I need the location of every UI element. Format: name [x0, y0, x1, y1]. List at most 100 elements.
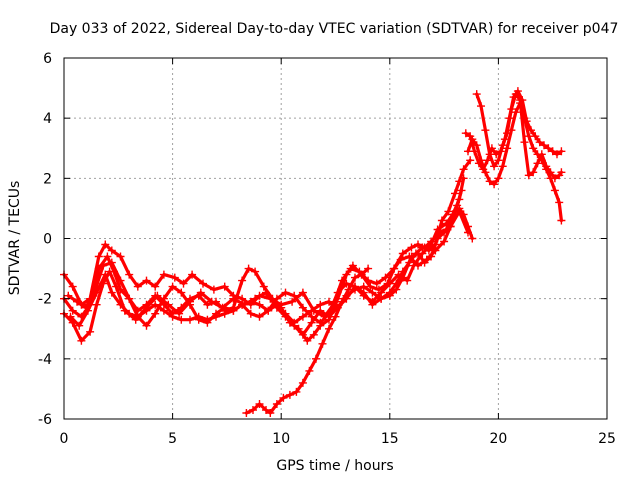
data-point — [494, 174, 503, 183]
data-point — [377, 294, 386, 303]
data-point — [457, 186, 466, 195]
data-point — [542, 162, 551, 171]
data-point — [264, 306, 273, 315]
data-point — [520, 138, 529, 147]
data-point — [407, 252, 416, 261]
data-point — [553, 150, 561, 159]
data-point — [298, 288, 307, 297]
data-point — [199, 279, 207, 288]
data-point — [151, 282, 160, 291]
x-tick-label: 20 — [489, 431, 507, 447]
data-point — [186, 315, 194, 324]
data-point — [285, 390, 294, 399]
data-point — [116, 252, 125, 261]
series-trace — [66, 188, 464, 343]
data-point — [466, 156, 475, 165]
data-point — [344, 285, 353, 294]
data-point — [77, 336, 86, 345]
data-point — [440, 228, 449, 237]
data-point — [390, 264, 399, 273]
data-point — [420, 258, 429, 267]
data-point — [125, 294, 134, 303]
data-point — [385, 291, 394, 300]
data-point — [459, 165, 468, 174]
data-point — [392, 285, 401, 294]
data-point — [374, 285, 383, 294]
data-point — [290, 318, 299, 327]
data-point — [359, 291, 368, 300]
data-point — [546, 168, 555, 177]
data-point — [481, 126, 490, 135]
data-point — [203, 300, 212, 309]
data-point — [372, 279, 381, 288]
y-axis-label: SDTVAR / TECUs — [7, 181, 23, 296]
data-point — [133, 312, 142, 321]
data-point — [94, 252, 103, 261]
data-point — [220, 282, 229, 291]
series-layer — [60, 87, 566, 417]
data-point — [466, 132, 475, 141]
data-point — [249, 406, 257, 414]
data-point — [316, 321, 325, 330]
data-point — [151, 309, 160, 318]
data-point — [427, 252, 436, 261]
data-point — [186, 294, 194, 303]
x-tick-label: 15 — [381, 431, 399, 447]
data-point — [251, 267, 260, 276]
data-point — [116, 276, 125, 285]
data-point — [281, 309, 290, 318]
data-point — [188, 270, 197, 279]
data-point — [555, 198, 564, 207]
data-point — [407, 243, 416, 252]
data-point — [368, 297, 377, 306]
data-point — [212, 312, 220, 321]
y-tick-label: -2 — [38, 292, 52, 308]
data-point — [533, 159, 542, 168]
data-point — [83, 306, 92, 315]
data-point — [168, 312, 177, 321]
data-point — [414, 261, 422, 270]
data-point — [331, 312, 340, 321]
data-point — [511, 108, 520, 117]
series-trace — [68, 209, 470, 328]
data-point — [290, 291, 299, 300]
data-point — [177, 315, 186, 324]
data-point — [333, 294, 342, 303]
data-point — [485, 150, 494, 159]
x-tick-labels: 0 5 10 15 20 25 — [60, 431, 616, 447]
data-point — [529, 144, 538, 153]
data-point — [444, 207, 453, 216]
data-point — [103, 252, 112, 261]
data-point — [516, 96, 525, 105]
data-point — [159, 306, 168, 315]
data-point — [531, 132, 540, 141]
data-point — [203, 315, 212, 324]
data-point — [522, 117, 531, 126]
data-point — [318, 339, 327, 348]
data-point — [403, 276, 412, 285]
y-tick-label: -6 — [38, 412, 52, 428]
data-point — [229, 306, 238, 315]
data-point — [338, 297, 346, 306]
data-point — [107, 246, 116, 255]
y-tick-label: -4 — [38, 352, 52, 368]
data-point — [255, 291, 264, 300]
data-point — [557, 147, 566, 156]
data-point — [433, 225, 442, 234]
data-point — [212, 297, 220, 306]
data-point — [179, 279, 188, 288]
data-point — [75, 321, 84, 330]
data-point — [125, 309, 134, 318]
data-point — [451, 189, 459, 198]
data-point — [503, 129, 512, 138]
data-point — [68, 282, 77, 291]
data-point — [107, 258, 116, 267]
data-point — [294, 324, 303, 333]
data-point — [381, 273, 390, 282]
data-point — [142, 306, 151, 315]
data-point — [244, 264, 253, 273]
data-point — [383, 279, 392, 288]
tick-layer — [63, 57, 608, 420]
data-point — [307, 306, 316, 315]
data-point — [142, 321, 151, 330]
